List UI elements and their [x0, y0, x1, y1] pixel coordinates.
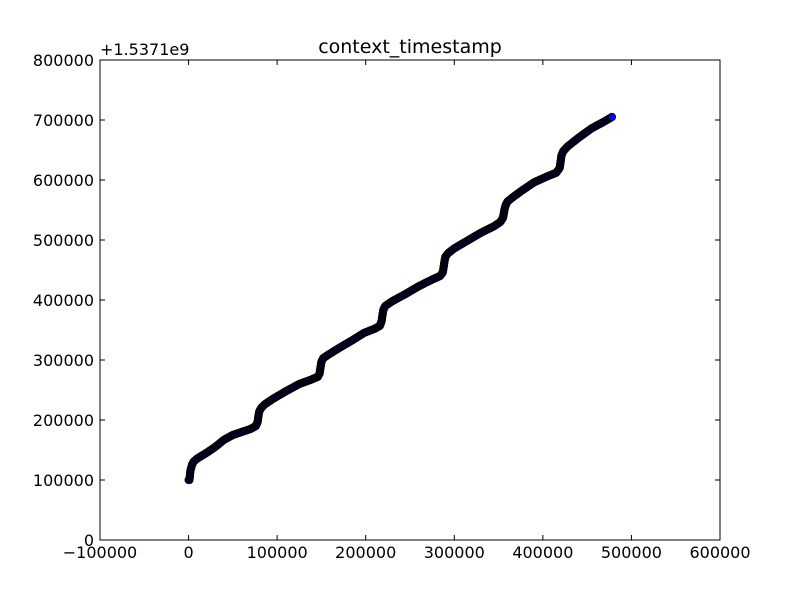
scatter-point: [607, 112, 617, 122]
x-tick-label: 200000: [335, 543, 396, 562]
y-tick-label: 600000: [33, 171, 94, 190]
chart-title: context_timestamp: [318, 36, 502, 58]
x-tick-label: 600000: [689, 543, 750, 562]
y-tick-label: 500000: [33, 231, 94, 250]
x-tick-label: 0: [183, 543, 193, 562]
plot-frame: [99, 59, 721, 541]
x-tick-label: 500000: [601, 543, 662, 562]
x-tick-label: 400000: [512, 543, 573, 562]
y-tick-label: 800000: [33, 51, 94, 70]
y-tick-label: 300000: [33, 351, 94, 370]
y-tick-label: 700000: [33, 111, 94, 130]
y-tick-label: 200000: [33, 411, 94, 430]
y-offset-label: +1.5371e9: [100, 40, 189, 59]
y-tick-label: 0: [84, 531, 94, 550]
x-tick-label: −100000: [63, 543, 137, 562]
y-tick-label: 400000: [33, 291, 94, 310]
scatter-series: [184, 112, 617, 485]
x-tick-label: 300000: [424, 543, 485, 562]
y-tick-label: 100000: [33, 471, 94, 490]
x-tick-label: 100000: [247, 543, 308, 562]
axis-ticks: −100000 0 100000 200000 300000 400000 500000 60…: [33, 51, 751, 562]
